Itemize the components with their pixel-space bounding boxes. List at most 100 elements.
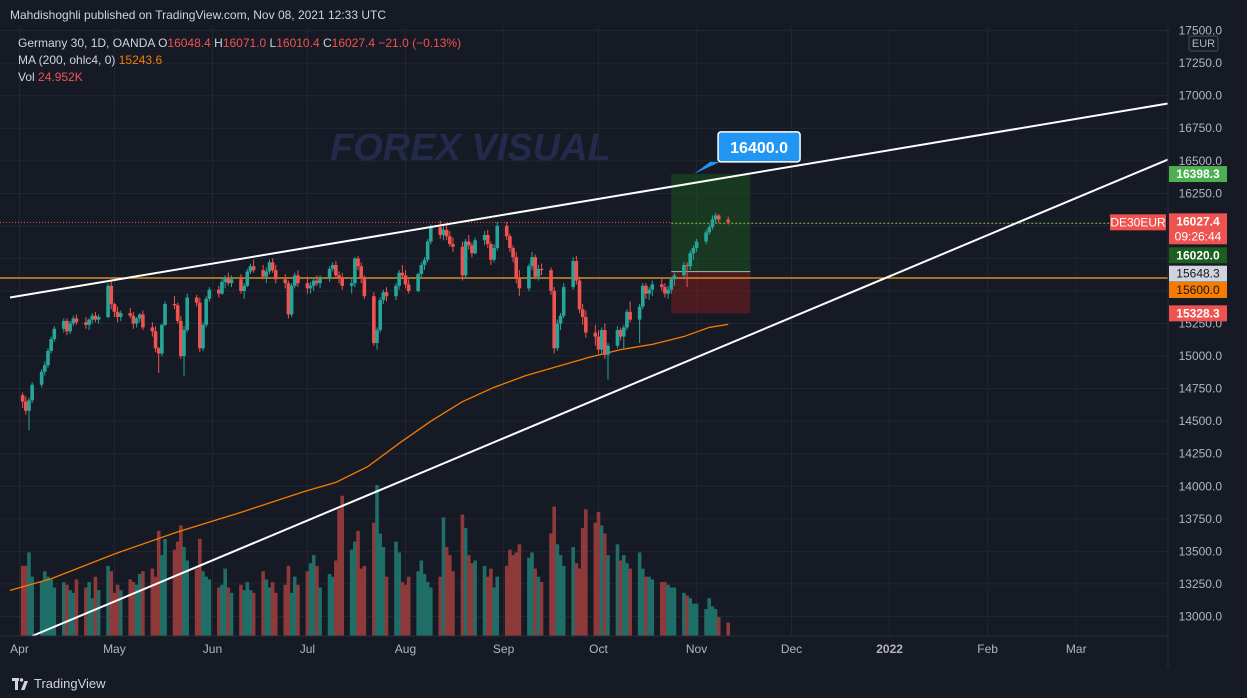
legend-low: 16010.4 [276,36,320,50]
candle-body [185,297,189,331]
candle [425,238,430,263]
candle-body [530,257,534,267]
price-label-box [1110,214,1166,231]
candle-body [713,215,718,220]
volume-bar [106,565,110,636]
volume-bar [217,587,221,636]
volume-bar [555,544,560,636]
volume-bar [327,573,332,636]
candle [175,302,180,324]
candle [264,267,269,284]
chart-legend: Germany 30, 1D, OANDA O16048.4 H16071.0 … [18,35,461,86]
volume-bar [444,547,449,636]
candle [334,261,338,278]
candle-body [318,277,322,284]
volume-bar [61,582,66,636]
candle-body [694,241,699,249]
volume-bar [606,555,610,636]
candle-body [106,285,110,318]
candle [419,262,424,278]
candle [473,237,477,255]
watermark-text: FOREX VISUAL [330,127,611,169]
volume-bar [384,576,389,636]
volume-bar [647,576,651,636]
tradingview-logo[interactable]: TradingView [12,676,106,691]
plot-area [0,102,1168,636]
y-tick-label: 16750.0 [1179,121,1223,135]
candle-body [207,289,212,299]
candle-body [334,264,338,276]
volume-series [20,485,731,636]
candle-body [571,261,575,288]
candle [261,264,265,280]
volume-bar [536,576,541,636]
candle [207,287,212,302]
volume-bar [194,568,199,636]
volume-bar [340,495,345,636]
candle-body [603,330,607,355]
candle-body [429,227,433,242]
candle [49,336,53,354]
volume-bar [134,584,139,636]
candle-body [584,317,588,333]
volume-bar [93,576,98,636]
volume-bar [666,584,670,636]
candle [514,251,519,284]
candle [93,311,98,323]
candle-body [482,235,487,241]
candle [112,302,117,318]
candle [558,313,563,331]
candle [485,229,490,249]
volume-bar [318,587,322,636]
legend-symbol: Germany 30, 1D, OANDA [18,36,155,50]
volume-bar [160,555,164,636]
volume-bar [707,598,712,636]
candle [669,277,674,294]
volume-bar [220,584,224,636]
candle-body [30,384,34,401]
candle [691,245,696,260]
candle-body [514,257,519,278]
candle-body [378,300,382,331]
candle [628,301,632,323]
candle [511,245,515,263]
candle-body [115,311,120,318]
volume-bar [628,568,632,636]
candle-body [198,302,202,349]
volume-bar [264,579,269,636]
volume-bar [74,579,79,636]
candle-body [52,328,57,340]
volume-bar [530,552,534,636]
axis-price-labels: 16398.3 DE30EUR 16027.409:26:44 16020.0 1564… [1110,166,1227,322]
volume-bar [533,568,538,636]
candle-body [286,283,291,315]
candle [406,279,411,294]
volume-bar [172,549,177,636]
candle [381,289,386,305]
candle [128,307,133,319]
candle [716,214,721,224]
candle [378,297,382,333]
candle-body [39,371,44,385]
price-label-box [1169,281,1227,298]
candle [596,330,601,354]
candle [416,272,420,293]
legend-vol-row: Vol 24.952K [18,69,461,86]
volume-bar [112,592,117,636]
grid [0,28,1168,636]
footer-bar: TradingView [0,668,1247,698]
candle [375,327,379,350]
volume-bar [292,576,297,636]
volume-bar [330,576,335,636]
volume-bar [141,571,145,636]
candle-body [508,236,512,249]
candle-body [625,311,629,328]
candle [508,233,512,252]
y-tick-label: 15000.0 [1179,349,1223,363]
candle [296,270,300,288]
candle-body [43,365,47,372]
publish-bar: Mahdishoghli published on TradingView.co… [0,0,1247,28]
volume-bar [691,603,696,636]
currency-box [1188,35,1219,52]
